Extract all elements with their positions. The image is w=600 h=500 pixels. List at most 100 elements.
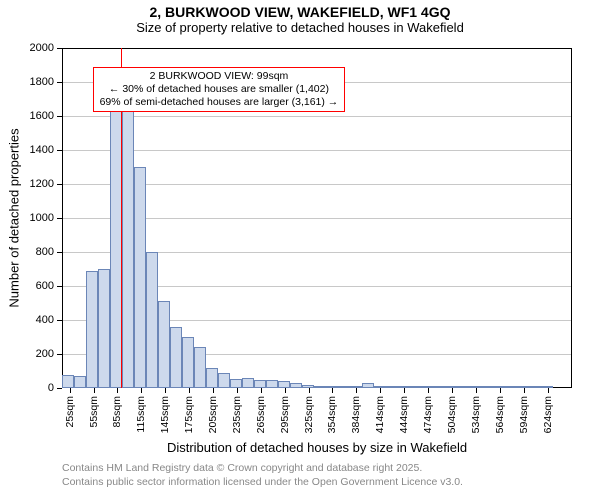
x-tick-label: 325sqm [303, 396, 315, 433]
x-tick-label: 594sqm [518, 396, 530, 433]
x-tick-mark [117, 388, 118, 393]
footer-line-2: Contains public sector information licen… [62, 476, 463, 490]
x-tick-label: 474sqm [422, 396, 434, 433]
x-tick-label: 235sqm [231, 396, 243, 433]
histogram-bar [302, 385, 314, 388]
y-tick-label: 1800 [30, 76, 62, 88]
histogram-bar [146, 252, 158, 388]
axis-line [62, 48, 572, 49]
x-tick-mark [285, 388, 286, 393]
x-tick-label: 115sqm [135, 396, 147, 433]
x-tick-label: 624sqm [542, 396, 554, 433]
chart-container: 2, BURKWOOD VIEW, WAKEFIELD, WF1 4GQ Siz… [0, 0, 600, 500]
x-tick-mark [237, 388, 238, 393]
x-axis-label: Distribution of detached houses by size … [62, 440, 572, 455]
histogram-bar [278, 381, 290, 388]
x-tick-mark [309, 388, 310, 393]
x-tick-label: 265sqm [255, 396, 267, 433]
histogram-bar [134, 167, 146, 388]
histogram-bar [194, 347, 206, 388]
x-tick-label: 145sqm [159, 396, 171, 433]
x-tick-label: 564sqm [494, 396, 506, 433]
histogram-bar [158, 301, 170, 388]
histogram-bar [481, 386, 493, 388]
y-tick-label: 2000 [30, 42, 62, 54]
y-tick-label: 1600 [30, 110, 62, 122]
footer-line-1: Contains HM Land Registry data © Crown c… [62, 462, 463, 476]
histogram-bar [98, 269, 110, 388]
histogram-bar [529, 386, 541, 388]
x-tick-mark [380, 388, 381, 393]
x-tick-mark [261, 388, 262, 393]
histogram-bar [230, 379, 242, 388]
histogram-bar [266, 380, 278, 389]
annotation-line-2: ← 30% of detached houses are smaller (1,… [100, 83, 339, 96]
x-tick-label: 175sqm [183, 396, 195, 433]
histogram-bar [290, 383, 302, 388]
x-tick-label: 55sqm [88, 396, 100, 428]
histogram-bar [122, 106, 134, 388]
x-tick-label: 414sqm [374, 396, 386, 433]
x-tick-label: 25sqm [64, 396, 76, 428]
x-tick-mark [332, 388, 333, 393]
x-tick-mark [165, 388, 166, 393]
histogram-bar [457, 386, 469, 388]
y-tick-label: 1400 [30, 144, 62, 156]
x-tick-mark [356, 388, 357, 393]
axis-line [571, 48, 572, 388]
histogram-bar [314, 386, 326, 388]
x-tick-mark [524, 388, 525, 393]
y-tick-label: 400 [36, 314, 62, 326]
footer-attribution: Contains HM Land Registry data © Crown c… [62, 462, 463, 489]
chart-title: 2, BURKWOOD VIEW, WAKEFIELD, WF1 4GQ [0, 0, 600, 20]
x-tick-label: 295sqm [279, 396, 291, 433]
histogram-bar [433, 386, 445, 388]
histogram-bar [254, 380, 266, 388]
histogram-bar [74, 376, 86, 388]
y-axis-label: Number of detached properties [7, 128, 22, 307]
y-tick-label: 1200 [30, 178, 62, 190]
histogram-bar [362, 383, 374, 388]
x-tick-label: 85sqm [111, 396, 123, 428]
x-tick-mark [476, 388, 477, 393]
histogram-bar [182, 337, 194, 388]
histogram-bar [110, 108, 122, 389]
x-tick-mark [141, 388, 142, 393]
histogram-bar [86, 271, 98, 388]
gridline [62, 150, 572, 151]
x-tick-mark [70, 388, 71, 393]
annotation-box: 2 BURKWOOD VIEW: 99sqm← 30% of detached … [93, 67, 346, 112]
histogram-bar [338, 386, 350, 388]
annotation-line-3: 69% of semi-detached houses are larger (… [100, 96, 339, 109]
histogram-bar [410, 386, 422, 388]
x-tick-label: 384sqm [350, 396, 362, 433]
x-tick-label: 444sqm [398, 396, 410, 433]
chart-subtitle: Size of property relative to detached ho… [0, 20, 600, 35]
gridline [62, 116, 572, 117]
histogram-bar [206, 368, 218, 388]
axis-line [62, 48, 63, 388]
histogram-bar [242, 378, 254, 388]
x-tick-label: 354sqm [326, 396, 338, 433]
x-tick-mark [548, 388, 549, 393]
x-tick-mark [404, 388, 405, 393]
x-tick-mark [94, 388, 95, 393]
histogram-bar [505, 386, 517, 388]
y-tick-label: 1000 [30, 212, 62, 224]
x-tick-mark [213, 388, 214, 393]
y-tick-label: 800 [36, 246, 62, 258]
x-tick-label: 534sqm [470, 396, 482, 433]
plot-area: 02004006008001000120014001600180020002 B… [62, 48, 572, 388]
y-tick-label: 600 [36, 280, 62, 292]
x-tick-label: 504sqm [446, 396, 458, 433]
histogram-bar [218, 373, 230, 388]
x-tick-label: 205sqm [207, 396, 219, 433]
histogram-bar [386, 386, 398, 388]
histogram-bar [170, 327, 182, 388]
x-tick-mark [452, 388, 453, 393]
y-tick-label: 0 [48, 382, 62, 394]
y-tick-label: 200 [36, 348, 62, 360]
x-tick-mark [189, 388, 190, 393]
histogram-bar [62, 375, 74, 388]
x-tick-mark [428, 388, 429, 393]
